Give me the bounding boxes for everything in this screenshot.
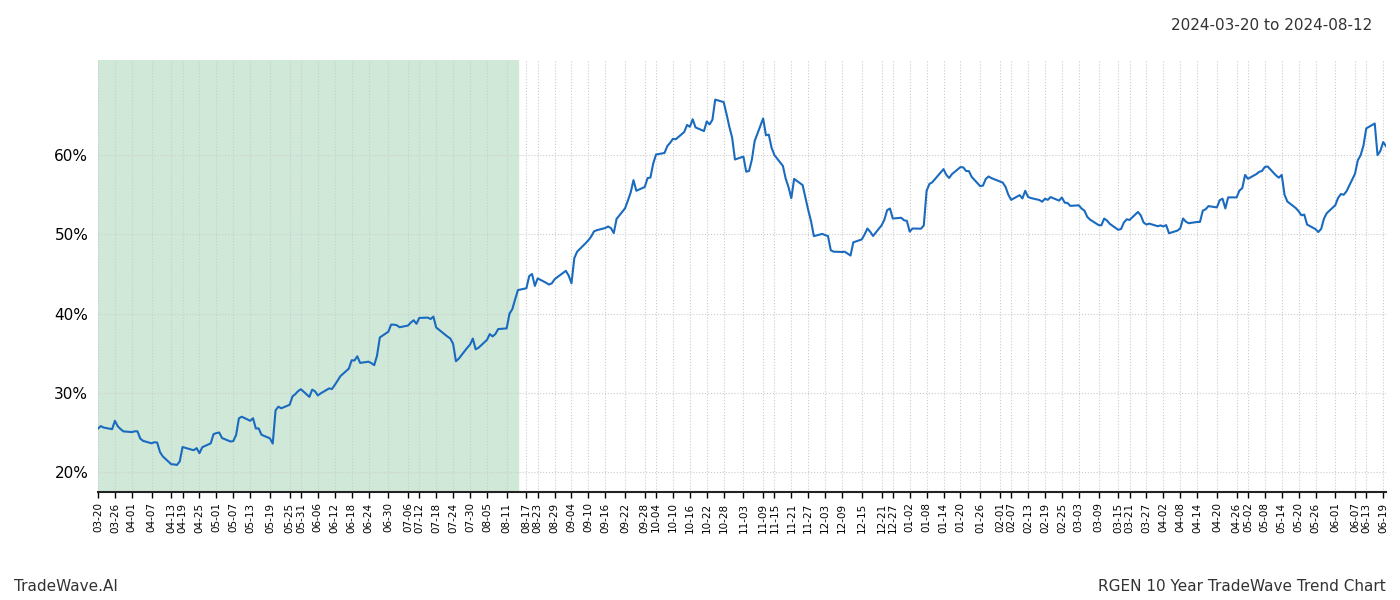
Bar — [98, 60, 518, 492]
Text: RGEN 10 Year TradeWave Trend Chart: RGEN 10 Year TradeWave Trend Chart — [1098, 579, 1386, 594]
Text: TradeWave.AI: TradeWave.AI — [14, 579, 118, 594]
Text: 2024-03-20 to 2024-08-12: 2024-03-20 to 2024-08-12 — [1170, 18, 1372, 33]
